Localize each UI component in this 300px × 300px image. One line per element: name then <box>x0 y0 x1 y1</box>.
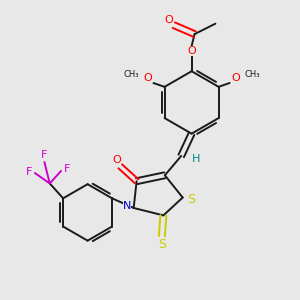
Text: O: O <box>164 15 173 25</box>
Text: CH₃: CH₃ <box>244 70 260 80</box>
Text: O: O <box>187 46 196 56</box>
Text: O: O <box>144 73 153 83</box>
Text: O: O <box>112 155 121 165</box>
Text: N: N <box>123 202 131 212</box>
Text: S: S <box>187 193 195 206</box>
Text: H: H <box>192 154 200 164</box>
Text: F: F <box>26 167 32 176</box>
Text: O: O <box>231 73 240 83</box>
Text: S: S <box>158 238 166 251</box>
Text: F: F <box>64 164 70 175</box>
Text: CH₃: CH₃ <box>124 70 139 80</box>
Text: F: F <box>41 150 48 160</box>
